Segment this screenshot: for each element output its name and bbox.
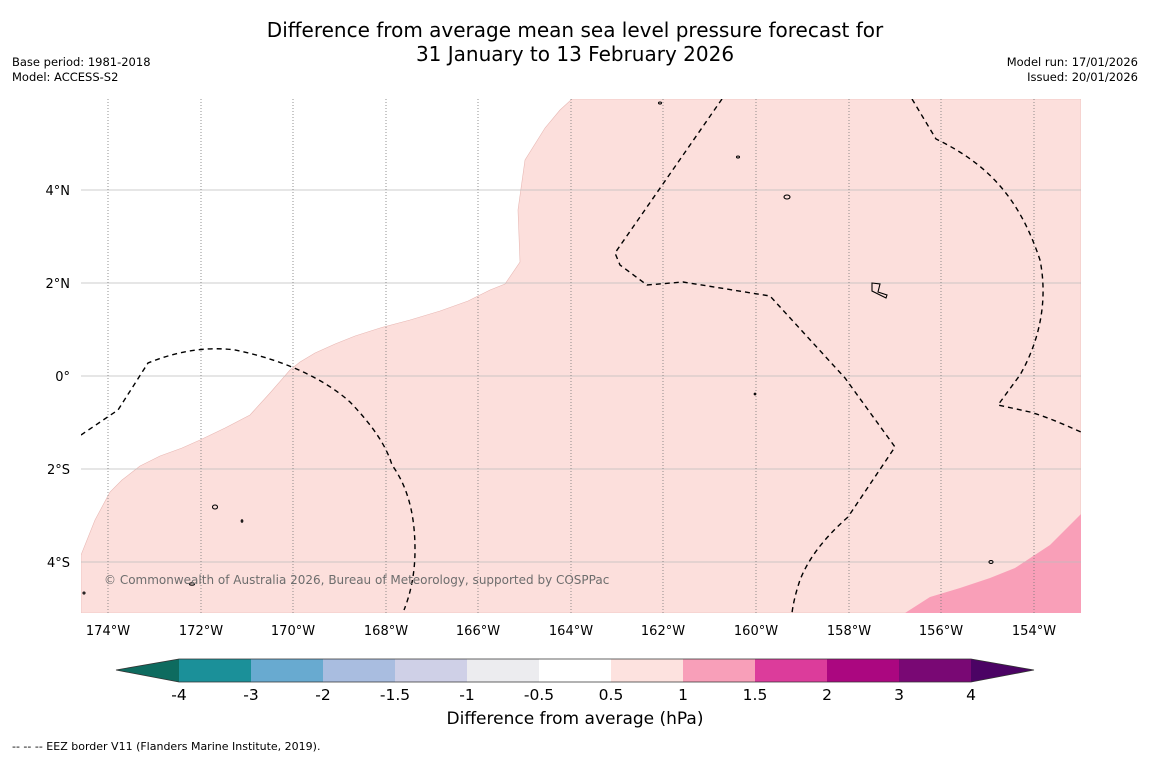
longitude-labels: 174°W 172°W 170°W 168°W 166°W 164°W 162°… (86, 624, 1056, 639)
anomaly-region-1-to-1-5 (905, 514, 1081, 613)
lon-label-160W: 160°W (734, 624, 778, 639)
lon-label-174W: 174°W (86, 624, 130, 639)
model-name: Model: ACCESS-S2 (12, 70, 119, 84)
latitude-labels: 4°N 2°N 0° 2°S 4°S (46, 184, 71, 571)
meta-left: Base period: 1981-2018 Model: ACCESS-S2 (12, 55, 151, 85)
colorbar-tick-2: -3 (243, 686, 258, 704)
eez-border-central (614, 99, 896, 613)
title-line-2: 31 January to 13 February 2026 (415, 42, 735, 66)
meta-right: Model run: 17/01/2026 Issued: 20/01/2026 (1007, 55, 1138, 85)
colorbar-swatch-6 (539, 659, 611, 682)
island-1 (657, 101, 663, 105)
lat-label-0: 0° (55, 370, 70, 385)
lat-label-2S: 2°S (47, 463, 70, 478)
map-title: Difference from average mean sea level p… (0, 18, 1150, 66)
colorbar-swatch-10 (827, 659, 899, 682)
colorbar-swatch-9 (755, 659, 827, 682)
island-6 (240, 519, 244, 523)
island-2 (735, 155, 741, 159)
island-8 (988, 559, 994, 565)
islands (82, 101, 994, 595)
colorbar-tick-10: 2 (822, 686, 832, 704)
lon-label-166W: 166°W (456, 624, 500, 639)
colorbar-swatch-2 (251, 659, 323, 682)
colorbar-tick-9: 1.5 (743, 686, 768, 704)
map-area: © Commonwealth of Australia 2026, Bureau… (81, 99, 1081, 613)
colorbar-tick-8: 1 (678, 686, 688, 704)
lat-label-4S: 4°S (47, 556, 70, 571)
colorbar-swatch-11 (899, 659, 971, 682)
eez-border-east (911, 99, 1081, 433)
lon-label-170W: 170°W (271, 624, 315, 639)
model-run: Model run: 17/01/2026 (1006, 55, 1138, 69)
colorbar-swatch-above-max (971, 659, 1034, 682)
island-3 (783, 194, 791, 200)
colorbar-outline (115, 658, 1035, 683)
issued-date: Issued: 20/01/2026 (1027, 70, 1138, 84)
colorbar-tick-4: -1.5 (380, 686, 410, 704)
eez-borders (81, 99, 1081, 613)
colorbar: -4 -3 -2 -1.5 -1 -0.5 0.5 1 1.5 2 3 4 (115, 658, 1035, 704)
title-line-1: Difference from average mean sea level p… (266, 18, 884, 42)
lon-label-154W: 154°W (1012, 624, 1056, 639)
anomaly-region-0-5-to-1 (81, 99, 1081, 613)
colorbar-swatch-7 (611, 659, 683, 682)
island-4 (753, 392, 757, 396)
map-credit: © Commonwealth of Australia 2026, Bureau… (104, 573, 609, 587)
lat-label-2N: 2°N (46, 277, 71, 292)
eez-footnote: -- -- -- EEZ border V11 (Flanders Marine… (12, 740, 321, 753)
colorbar-tick-1: -4 (171, 686, 186, 704)
lon-label-164W: 164°W (549, 624, 593, 639)
lon-label-156W: 156°W (919, 624, 963, 639)
eez-border-west (81, 348, 416, 611)
island-kiritimati (871, 282, 888, 299)
colorbar-tick-11: 3 (894, 686, 904, 704)
colorbar-swatch-8 (683, 659, 755, 682)
colorbar-swatch-4 (395, 659, 467, 682)
lon-label-158W: 158°W (827, 624, 871, 639)
colorbar-swatch-3 (323, 659, 395, 682)
lon-label-172W: 172°W (179, 624, 223, 639)
lon-label-168W: 168°W (364, 624, 408, 639)
colorbar-tick-6: -0.5 (524, 686, 554, 704)
island-7 (188, 582, 196, 586)
colorbar-swatch-below-min (116, 659, 179, 682)
graticule (81, 99, 1081, 613)
colorbar-tick-3: -2 (315, 686, 330, 704)
colorbar-swatch-5 (467, 659, 539, 682)
lat-label-4N: 4°N (46, 184, 71, 199)
colorbar-label: Difference from average (hPa) (446, 709, 704, 729)
island-5 (211, 504, 219, 510)
colorbar-tick-12: 4 (966, 686, 976, 704)
colorbar-swatch-1 (179, 659, 251, 682)
colorbar-tick-5: -1 (459, 686, 474, 704)
base-period: Base period: 1981-2018 (12, 55, 151, 69)
lon-label-162W: 162°W (641, 624, 685, 639)
island-9 (82, 591, 86, 595)
colorbar-tick-7: 0.5 (599, 686, 624, 704)
